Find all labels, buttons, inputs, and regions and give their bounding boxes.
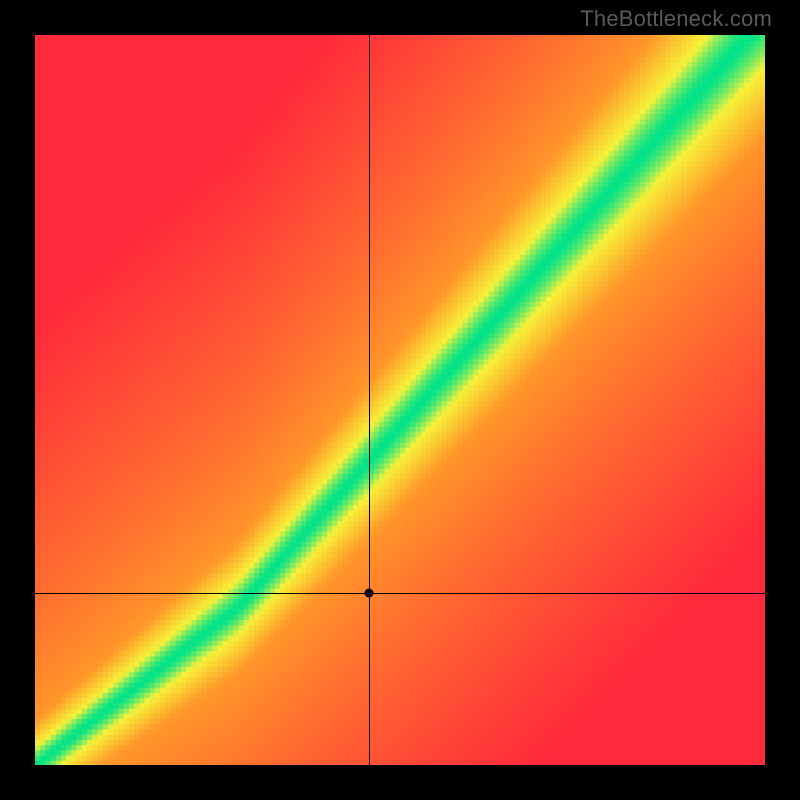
crosshair-vertical: [369, 35, 370, 765]
marker-dot: [365, 589, 374, 598]
crosshair-horizontal: [35, 593, 765, 594]
bottleneck-heatmap: [35, 35, 765, 765]
watermark-text: TheBottleneck.com: [580, 6, 772, 32]
chart-frame: TheBottleneck.com: [0, 0, 800, 800]
plot-area: [35, 35, 765, 765]
